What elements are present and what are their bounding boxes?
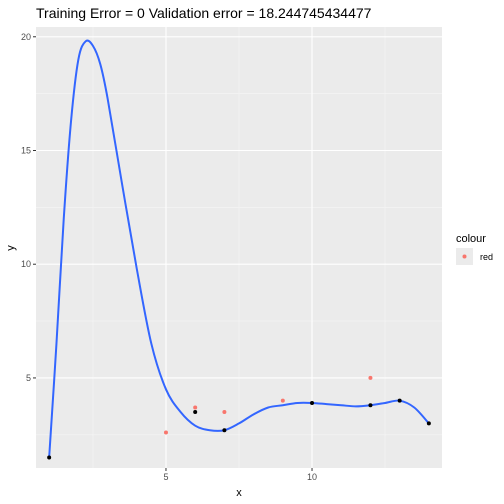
x-tick-label: 10 (307, 472, 317, 482)
red-point (163, 430, 168, 435)
red-point (280, 398, 285, 403)
red-points (163, 375, 373, 435)
black-point (368, 403, 373, 408)
black-point (397, 398, 402, 403)
minor-gridlines (36, 27, 442, 468)
y-tick-label: 5 (26, 373, 31, 383)
major-gridlines (36, 27, 442, 468)
black-point (193, 410, 198, 415)
black-point (47, 455, 52, 460)
black-point (222, 428, 227, 433)
legend: colour red (456, 233, 493, 265)
black-point (426, 421, 431, 426)
black-points (47, 398, 431, 460)
y-tick-label: 10 (21, 259, 31, 269)
chart-title: Training Error = 0 Validation error = 18… (36, 5, 372, 21)
x-axis-ticks: 5 10 (163, 468, 317, 482)
y-axis-title: y (5, 245, 17, 251)
x-axis-title: x (236, 487, 242, 499)
y-axis-ticks: 5 10 15 20 (21, 32, 36, 383)
y-tick-label: 20 (21, 32, 31, 42)
black-point (310, 400, 315, 405)
fitted-line (48, 39, 430, 458)
y-tick-label: 15 (21, 145, 31, 155)
red-point (193, 405, 198, 410)
legend-key-point (462, 254, 467, 259)
legend-title: colour (456, 233, 486, 245)
red-point (368, 375, 373, 380)
red-point (222, 410, 227, 415)
x-tick-label: 5 (163, 472, 168, 482)
legend-label-red: red (480, 252, 493, 262)
